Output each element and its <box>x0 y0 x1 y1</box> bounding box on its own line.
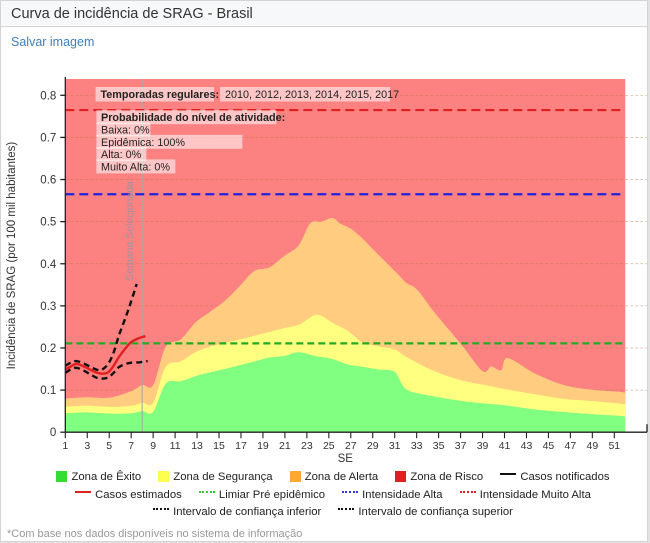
svg-text:3: 3 <box>84 440 90 452</box>
svg-text:25: 25 <box>323 440 335 452</box>
svg-text:29: 29 <box>367 440 379 452</box>
svg-text:Temporadas regulares:: Temporadas regulares: <box>101 89 220 101</box>
svg-text:0.8: 0.8 <box>40 90 56 102</box>
svg-text:Muito Alta: 0%: Muito Alta: 0% <box>101 161 170 173</box>
svg-text:17: 17 <box>235 440 247 452</box>
svg-text:35: 35 <box>433 440 445 452</box>
svg-text:Baixa: 0%: Baixa: 0% <box>101 125 150 137</box>
svg-text:31: 31 <box>389 440 401 452</box>
svg-text:33: 33 <box>411 440 423 452</box>
svg-text:SE: SE <box>338 453 354 465</box>
svg-text:15: 15 <box>213 440 225 452</box>
svg-text:Alta: 0%: Alta: 0% <box>101 149 142 161</box>
svg-text:0.2: 0.2 <box>40 343 56 355</box>
svg-text:11: 11 <box>170 440 181 452</box>
svg-text:23: 23 <box>301 440 313 452</box>
svg-text:Semana Selecionada: Semana Selecionada <box>124 181 136 281</box>
svg-text:13: 13 <box>191 440 203 452</box>
svg-text:0.1: 0.1 <box>40 385 56 397</box>
svg-text:21: 21 <box>279 440 291 452</box>
svg-text:7: 7 <box>128 440 134 452</box>
svg-text:Epidêmica: 100%: Epidêmica: 100% <box>101 137 185 149</box>
svg-text:1: 1 <box>62 440 68 452</box>
svg-text:5: 5 <box>106 440 112 452</box>
svg-text:0.6: 0.6 <box>40 175 56 187</box>
svg-text:43: 43 <box>521 440 533 452</box>
svg-text:41: 41 <box>499 440 511 452</box>
svg-text:0: 0 <box>50 427 56 439</box>
svg-text:37: 37 <box>455 440 467 452</box>
svg-text:Probabilidade do nível de ativ: Probabilidade do nível de atividade: <box>101 112 285 124</box>
svg-text:19: 19 <box>257 440 269 452</box>
svg-text:45: 45 <box>543 440 555 452</box>
svg-text:27: 27 <box>345 440 357 452</box>
svg-text:0.7: 0.7 <box>40 132 56 144</box>
svg-text:Incidência de SRAG (por 100 mi: Incidência de SRAG (por 100 mil habitant… <box>6 142 18 370</box>
svg-text:0.4: 0.4 <box>40 259 57 271</box>
svg-text:0.3: 0.3 <box>40 301 56 313</box>
svg-text:51: 51 <box>608 440 620 452</box>
svg-text:39: 39 <box>477 440 489 452</box>
svg-text:2010, 2012, 2013, 2014, 2015,: 2010, 2012, 2013, 2014, 2015, 2017 <box>225 89 399 101</box>
svg-text:9: 9 <box>150 440 156 452</box>
svg-text:0.5: 0.5 <box>40 217 56 229</box>
svg-text:47: 47 <box>565 440 577 452</box>
svg-text:49: 49 <box>586 440 598 452</box>
